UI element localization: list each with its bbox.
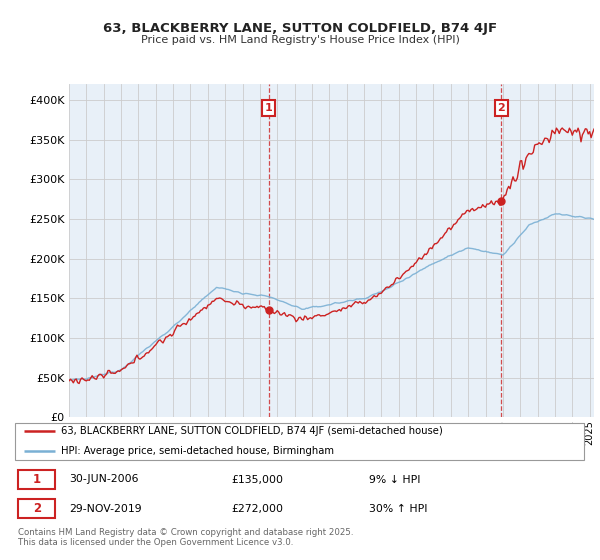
Text: 29-NOV-2019: 29-NOV-2019 <box>70 504 142 514</box>
Text: Price paid vs. HM Land Registry's House Price Index (HPI): Price paid vs. HM Land Registry's House … <box>140 35 460 45</box>
Text: 2: 2 <box>33 502 41 515</box>
Text: 2: 2 <box>497 103 505 113</box>
Text: Contains HM Land Registry data © Crown copyright and database right 2025.
This d: Contains HM Land Registry data © Crown c… <box>18 528 353 547</box>
FancyBboxPatch shape <box>18 470 55 489</box>
Text: £135,000: £135,000 <box>231 474 283 484</box>
Text: 1: 1 <box>33 473 41 486</box>
Text: 30% ↑ HPI: 30% ↑ HPI <box>369 504 428 514</box>
Text: 63, BLACKBERRY LANE, SUTTON COLDFIELD, B74 4JF: 63, BLACKBERRY LANE, SUTTON COLDFIELD, B… <box>103 22 497 35</box>
Text: 9% ↓ HPI: 9% ↓ HPI <box>369 474 421 484</box>
Text: 63, BLACKBERRY LANE, SUTTON COLDFIELD, B74 4JF (semi-detached house): 63, BLACKBERRY LANE, SUTTON COLDFIELD, B… <box>61 426 443 436</box>
Text: 30-JUN-2006: 30-JUN-2006 <box>70 474 139 484</box>
FancyBboxPatch shape <box>15 423 584 460</box>
Text: 1: 1 <box>265 103 272 113</box>
FancyBboxPatch shape <box>18 500 55 519</box>
Text: HPI: Average price, semi-detached house, Birmingham: HPI: Average price, semi-detached house,… <box>61 446 334 456</box>
Text: £272,000: £272,000 <box>231 504 283 514</box>
